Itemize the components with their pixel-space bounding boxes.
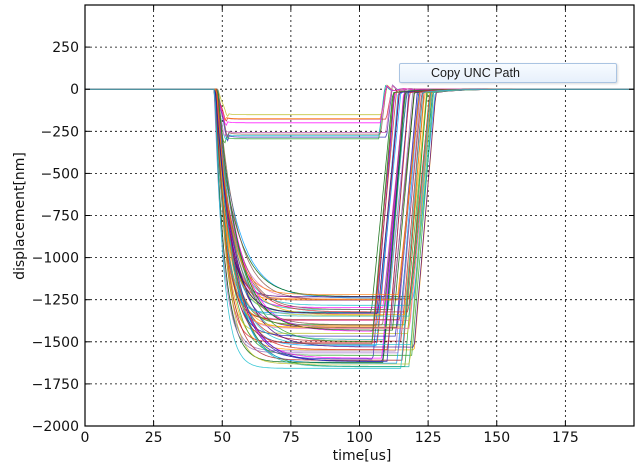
y-tick-label: −1750 (32, 377, 79, 393)
copy-unc-path-menu-item[interactable]: Copy UNC Path (399, 63, 617, 83)
x-tick-label: 150 (483, 430, 510, 446)
x-tick-label: 125 (415, 430, 442, 446)
y-axis-label: displacement[nm] (12, 152, 28, 280)
displacement-series-line (85, 88, 634, 369)
x-tick-label: 100 (346, 430, 373, 446)
y-tick-labels: 250 0 −250 −500 −750 −1000 −1250 −1500 −1750 −200… (32, 40, 79, 435)
x-tick-label: 0 (81, 430, 90, 446)
y-tick-label: −500 (41, 166, 79, 182)
series-lines (85, 84, 634, 369)
y-tick-label: 250 (52, 40, 79, 56)
x-tick-label: 75 (282, 430, 300, 446)
y-tick-label: −1000 (32, 251, 79, 267)
tick-marks (84, 5, 634, 427)
x-tick-label: 50 (213, 430, 231, 446)
y-tick-label: −2000 (32, 419, 79, 435)
x-tick-label: 25 (145, 430, 163, 446)
grid-lines (85, 5, 634, 426)
y-tick-label: −1250 (32, 293, 79, 309)
y-tick-label: −1500 (32, 335, 79, 351)
x-axis-label: time[us] (333, 448, 392, 464)
x-tick-labels: 0 25 50 75 100 125 150 175 (81, 430, 579, 446)
y-tick-label: −250 (41, 124, 79, 140)
x-tick-label: 175 (552, 430, 579, 446)
y-tick-label: 0 (70, 82, 79, 98)
y-tick-label: −750 (41, 209, 79, 225)
